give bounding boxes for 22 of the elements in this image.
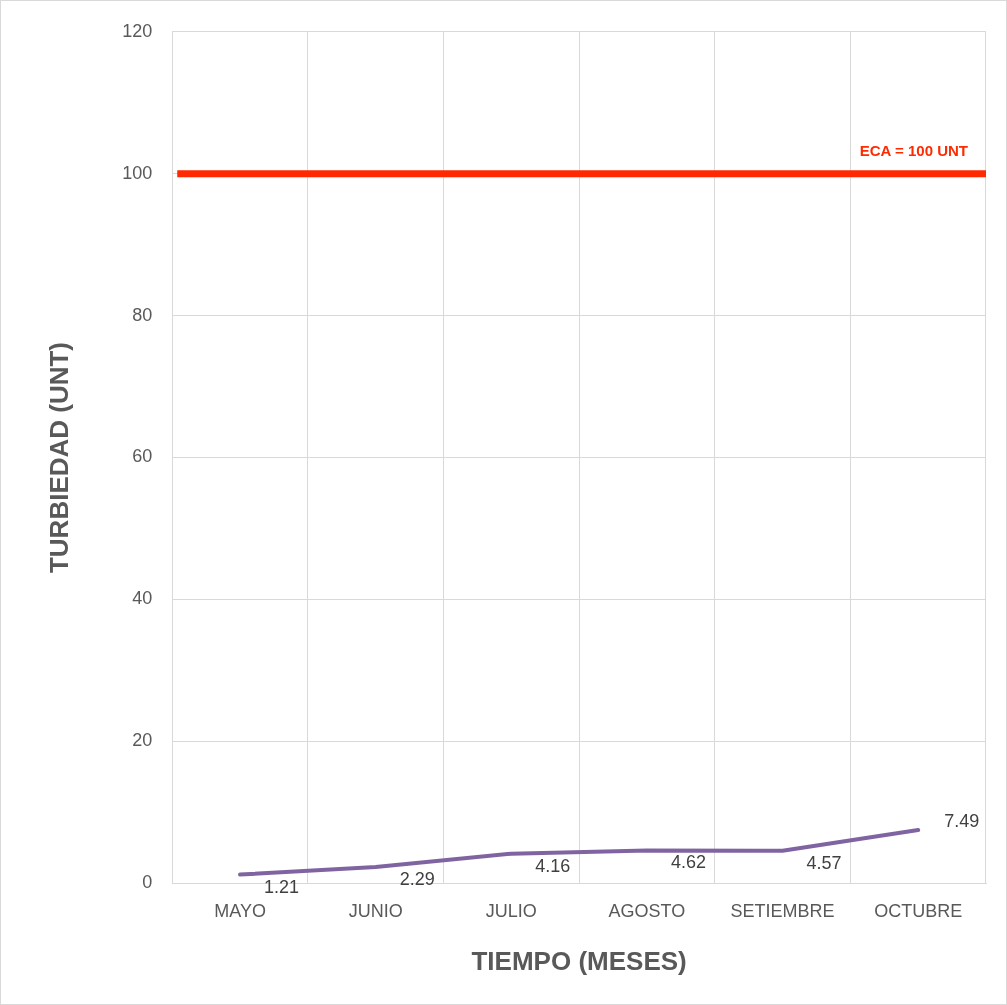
y-tick-label: 0 [142, 872, 153, 893]
data-label: 7.49 [944, 811, 980, 832]
y-axis-title: TURBIEDAD (UNT) [43, 341, 74, 574]
x-tick-label: SETIEMBRE [730, 900, 835, 921]
y-tick-label: 120 [122, 20, 153, 41]
y-tick-label: 20 [132, 730, 153, 751]
y-tick-label: 80 [132, 304, 153, 325]
data-label: 4.16 [535, 855, 571, 876]
x-tick-label: MAYO [214, 900, 266, 921]
x-tick-label: JUNIO [348, 900, 403, 921]
data-label: 2.29 [399, 868, 435, 889]
x-axis-title: TIEMPO (MESES) [471, 945, 687, 976]
data-label: 4.62 [670, 852, 706, 873]
ref-line-label: ECA = 100 UNT [859, 142, 968, 160]
y-tick-label: 40 [132, 588, 153, 609]
data-label: 1.21 [264, 876, 300, 897]
data-label: 4.57 [806, 852, 842, 873]
x-tick-label: AGOSTO [608, 900, 686, 921]
x-tick-label: JULIO [485, 900, 537, 921]
y-tick-label: 60 [132, 446, 153, 467]
y-tick-label: 100 [122, 162, 153, 183]
x-tick-label: OCTUBRE [874, 900, 963, 921]
